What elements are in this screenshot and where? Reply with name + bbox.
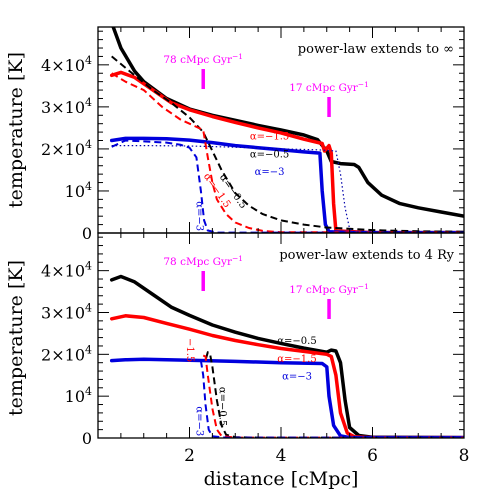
series-line-solid [109,357,464,438]
y-tick-label: 3×104 [41,301,92,322]
x-tick-labels: 2 4 6 8 [184,446,469,466]
y-tick-label: 4×104 [41,260,92,281]
panel-bottom: 78 cMpc Gyr−1 17 cMpc Gyr−1 α=−0.5 α=−1.5 α=… [41,232,465,448]
series-line-solid [109,274,464,438]
marker-label: 78 cMpc Gyr−1 [163,52,243,66]
series-annotation: α=−0.5 [250,149,289,160]
y-tick-label: 104 [65,385,92,406]
series-group [109,27,464,233]
series-line-dashed [111,55,464,233]
panel-title: power-law extends to 4 Ry [279,248,454,263]
series-annotation: α=−1.5 [250,132,289,143]
y-tick-label: 2×104 [41,343,92,364]
y-tick-label: 3×104 [41,96,92,117]
marker-label: 17 cMpc Gyr−1 [289,80,369,94]
series-annotation: α=−3 [282,371,312,382]
x-tick-label: 2 [184,446,195,466]
y-tick-label: 2×104 [41,138,92,159]
series-line-dashed [111,72,464,233]
marker-label: 78 cMpc Gyr−1 [163,254,243,268]
series-line-dashed [202,354,464,438]
panel-top: 78 cMpc Gyr−1 17 cMpc Gyr−1 α=−1.5 α=−0.5 α=… [41,26,465,243]
x-tick-label: 4 [276,446,287,466]
x-axis-label: distance [cMpc] [204,468,359,490]
series-line-solid [109,314,464,438]
series-annotation: α=−3 [193,406,204,436]
y-tick-label: 104 [65,180,92,201]
y-axis-label-bottom: temperature [K] [5,260,27,416]
y-tick-label: 0 [82,429,92,448]
series-line-solid [109,70,464,233]
y-axis-label-top: temperature [K] [5,52,27,208]
x-tick-label: 8 [459,446,470,466]
series-annotation: α=−1.5 [277,354,316,365]
x-tick-label: 6 [367,446,378,466]
y-tick-label: 0 [82,224,92,243]
series-line-dashed [111,139,464,233]
panel-title: power-law extends to ∞ [298,42,454,57]
series-annotation: α=−0.5 [277,336,316,347]
series-annotation: −1.5 [184,338,195,362]
series-annotation: α=−0.5 [216,387,227,426]
series-annotation: α=−3 [255,167,285,178]
series-line-dotted [111,145,464,233]
marker-label: 17 cMpc Gyr−1 [289,282,369,296]
series-annotation: α=−3 [193,201,204,231]
y-tick-label: 4×104 [41,54,92,75]
